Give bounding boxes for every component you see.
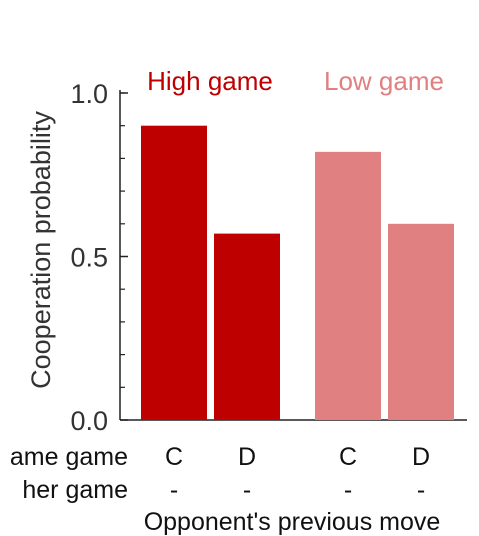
bar-low-game-D (388, 223, 454, 420)
y-tick-label: 0.0 (70, 406, 108, 436)
y-tick-label: 0.5 (70, 243, 108, 273)
x-axis-label: Opponent's previous move (144, 508, 441, 536)
y-tick-label: 1.0 (70, 79, 108, 109)
other-game-mark: - (344, 476, 352, 504)
y-axis-label: Cooperation probability (26, 111, 56, 389)
group-label-high-game: High game (147, 66, 273, 96)
labels: C - D - High game C - D - Low game (147, 66, 444, 504)
bars (141, 125, 454, 421)
row-label-same-game: ame game (10, 443, 128, 471)
bar-high-game-C (141, 125, 207, 420)
other-game-mark: - (417, 476, 425, 504)
other-game-mark: - (170, 476, 178, 504)
other-game-mark: - (243, 476, 251, 504)
x-tick-label: C (339, 443, 357, 471)
bar-low-game-C (315, 151, 381, 421)
row-label-other-game: her game (22, 476, 128, 504)
bar-high-game-D (214, 233, 280, 420)
y-ticks: 0.0 0.5 1.0 (70, 79, 128, 436)
x-tick-label: D (412, 443, 430, 471)
group-label-low-game: Low game (324, 66, 444, 96)
x-tick-label: D (238, 443, 256, 471)
x-tick-label: C (165, 443, 183, 471)
